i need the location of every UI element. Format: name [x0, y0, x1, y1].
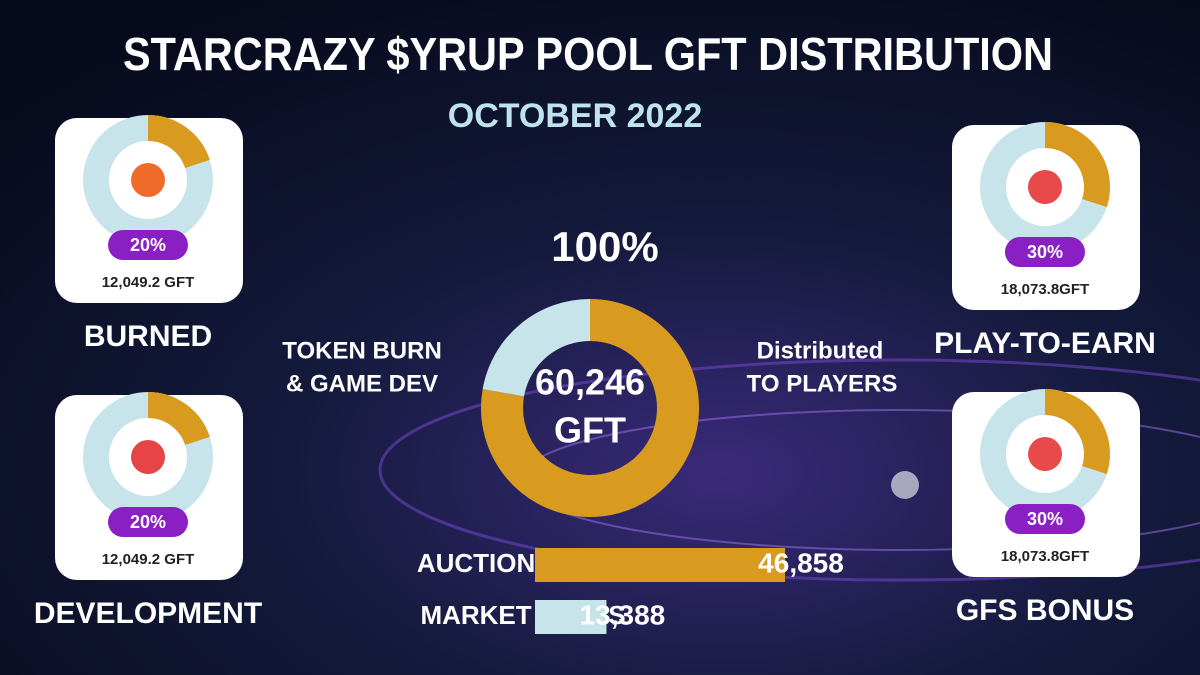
- donut-arc: [147, 392, 210, 446]
- badge: [1005, 237, 1085, 267]
- subtitle: OCTOBER 2022: [448, 97, 702, 135]
- donut-arc: [1044, 389, 1110, 475]
- bar-value: 13,388: [580, 599, 666, 630]
- card-label: DEVELOPMENT: [34, 597, 262, 630]
- glow-ring: [378, 358, 1200, 582]
- donut-arc: [147, 115, 210, 169]
- bar-value: 46,858: [758, 547, 844, 578]
- left-label: TOKEN BURN: [282, 337, 442, 364]
- percent-label: 30%: [1027, 509, 1063, 529]
- percent-label: 30%: [1027, 242, 1063, 262]
- center-unit: GFT: [554, 410, 626, 451]
- card-label: GFS BONUS: [956, 594, 1134, 627]
- right-label: TO PLAYERS: [747, 370, 898, 397]
- percent-label: 20%: [130, 235, 166, 255]
- percent-label: 20%: [130, 512, 166, 532]
- center-percent: 100%: [551, 223, 658, 270]
- icon: [1028, 170, 1062, 204]
- card-label: BURNED: [84, 320, 212, 353]
- bar: [535, 600, 607, 634]
- title: STARCRAZY $YRUP POOL GFT DISTRIBUTION: [123, 28, 1053, 80]
- card-label: PLAY-TO-EARN: [934, 327, 1156, 360]
- center-total: 60,246: [535, 362, 645, 403]
- icon: [131, 440, 165, 474]
- donut-arc: [1044, 122, 1110, 208]
- amount-label: 12,049.2 GFT: [102, 551, 195, 568]
- center-donut-segment: [482, 299, 591, 398]
- amount-label: 18,073.8GFT: [1001, 281, 1089, 298]
- center-donut-segment: [481, 299, 699, 517]
- icon: [1028, 437, 1062, 471]
- dynamic: 20% 12,049.2 GFT BURNED 20% 12,049.2 GFT DEVE…: [34, 115, 1156, 634]
- amount-label: 18,073.8GFT: [1001, 548, 1089, 565]
- badge: [108, 507, 188, 537]
- left-label: & GAME DEV: [286, 370, 438, 397]
- badge: [1005, 504, 1085, 534]
- badge: [108, 230, 188, 260]
- bar: [535, 548, 785, 582]
- icon: [131, 163, 165, 197]
- amount-label: 12,049.2 GFT: [102, 274, 195, 291]
- star: [891, 471, 919, 499]
- right-label: Distributed: [757, 337, 884, 364]
